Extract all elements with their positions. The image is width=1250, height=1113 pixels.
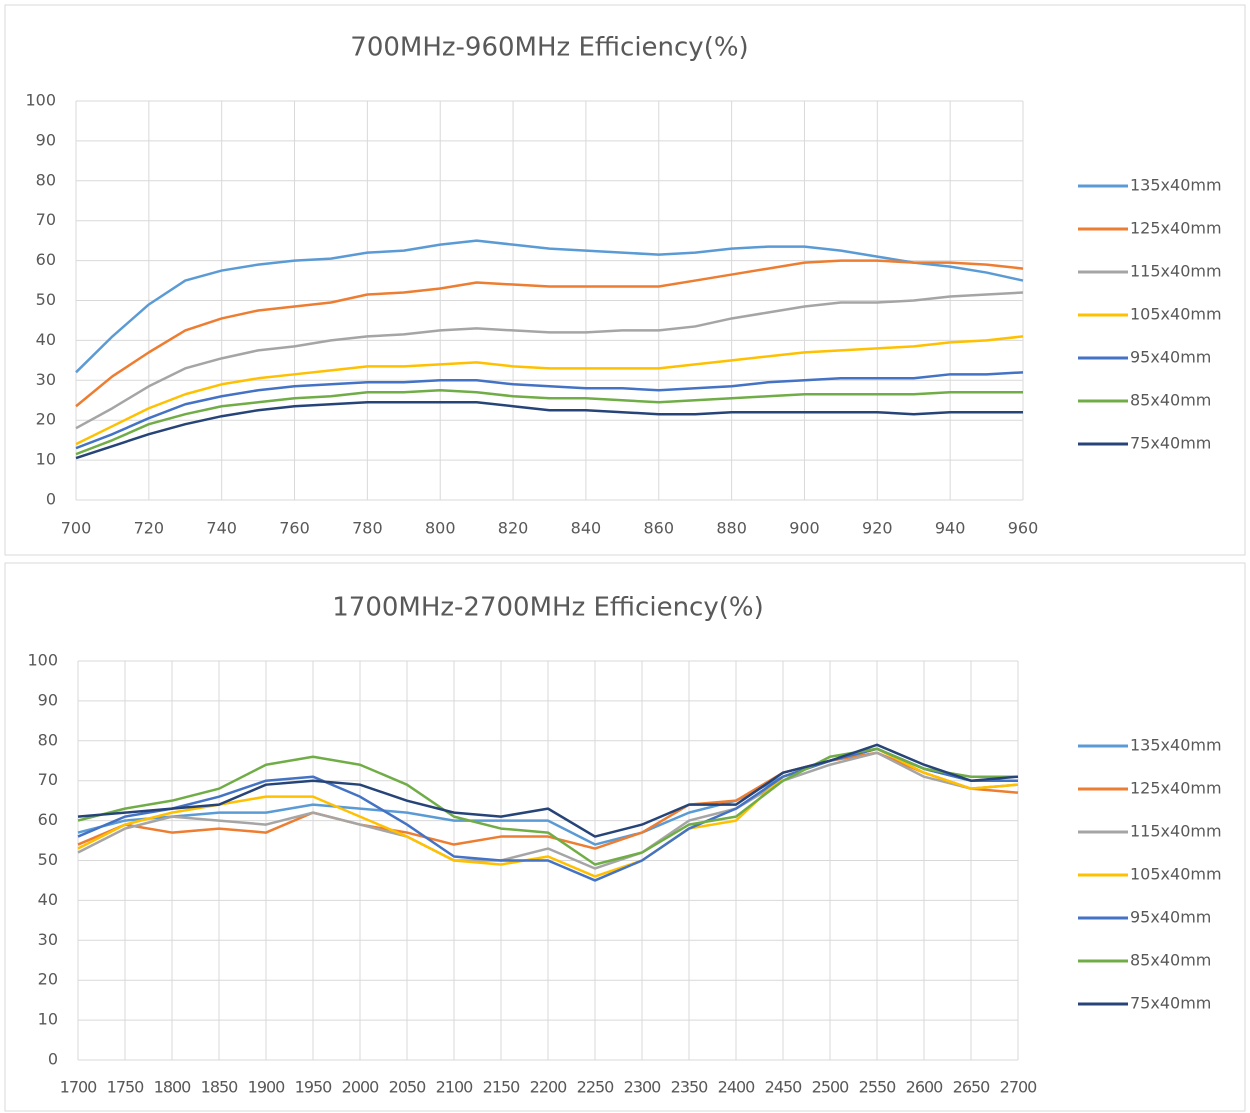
- y-tick-label: 80: [36, 170, 56, 189]
- chart-title: 700MHz-960MHz Efficiency(%): [350, 33, 748, 63]
- panel: [4, 4, 1246, 556]
- legend-label: 75x40mm: [1130, 434, 1211, 453]
- legend-label: 125x40mm: [1130, 779, 1222, 798]
- x-tick-label: 1950: [295, 1078, 333, 1097]
- y-tick-label: 90: [38, 690, 58, 709]
- legend-label: 85x40mm: [1130, 951, 1211, 970]
- x-tick-label: 1900: [248, 1078, 286, 1097]
- x-tick-label: 700: [61, 519, 92, 538]
- x-tick-label: 2200: [530, 1078, 568, 1097]
- legend-label: 105x40mm: [1130, 865, 1222, 884]
- series-line: [77, 751, 1019, 870]
- y-tick-label: 30: [38, 930, 58, 949]
- y-tick-label: 80: [38, 730, 58, 749]
- y-tick-label: 70: [38, 770, 58, 789]
- y-tick-label: 60: [38, 810, 58, 829]
- series-line: [77, 747, 1018, 882]
- x-tick-label: 820: [498, 519, 529, 538]
- series-line: [75, 389, 1023, 456]
- series-line: [75, 371, 1024, 450]
- x-tick-label: 2500: [812, 1078, 850, 1097]
- x-tick-label: 900: [789, 519, 820, 538]
- x-tick-label: 2250: [577, 1078, 615, 1097]
- legend-label: 105x40mm: [1130, 305, 1222, 324]
- series-line: [77, 751, 1019, 850]
- legend-label: 85x40mm: [1130, 391, 1211, 410]
- x-tick-label: 1750: [107, 1078, 145, 1097]
- y-tick-label: 50: [38, 850, 58, 869]
- x-tick-label: 940: [935, 519, 966, 538]
- series-line: [75, 239, 1024, 374]
- y-tick-label: 20: [38, 970, 58, 989]
- x-tick-label: 2050: [389, 1078, 427, 1097]
- legend-label: 125x40mm: [1130, 219, 1222, 238]
- legend-label: 115x40mm: [1130, 822, 1222, 841]
- series-line: [77, 747, 1018, 866]
- legend-label: 95x40mm: [1130, 348, 1211, 367]
- legend-label: 75x40mm: [1130, 994, 1211, 1013]
- x-tick-label: 2400: [718, 1078, 756, 1097]
- x-tick-label: 1800: [154, 1078, 192, 1097]
- legend-label: 135x40mm: [1130, 176, 1222, 195]
- y-tick-label: 40: [36, 330, 56, 349]
- x-tick-label: 800: [425, 519, 456, 538]
- legend-label: 115x40mm: [1130, 262, 1222, 281]
- series-line: [75, 291, 1024, 430]
- x-tick-label: 2550: [859, 1078, 897, 1097]
- series-line: [77, 743, 1019, 838]
- x-tick-label: 920: [862, 519, 893, 538]
- series-line: [75, 259, 1024, 408]
- x-tick-label: 880: [716, 519, 747, 538]
- x-tick-label: 2650: [953, 1078, 991, 1097]
- series-line: [75, 400, 1023, 460]
- x-tick-label: 2100: [436, 1078, 474, 1097]
- y-tick-label: 50: [36, 290, 56, 309]
- x-tick-label: 2150: [483, 1078, 521, 1097]
- y-tick-label: 30: [36, 370, 56, 389]
- x-tick-label: 760: [279, 519, 310, 538]
- y-tick-label: 40: [38, 890, 58, 909]
- y-tick-label: 90: [36, 130, 56, 149]
- y-tick-label: 60: [36, 250, 56, 269]
- legend-label: 95x40mm: [1130, 908, 1211, 927]
- y-tick-label: 20: [36, 410, 56, 429]
- x-tick-label: 780: [352, 519, 383, 538]
- x-tick-label: 960: [1008, 519, 1039, 538]
- x-tick-label: 2350: [671, 1078, 709, 1097]
- y-tick-label: 10: [36, 450, 56, 469]
- y-tick-label: 100: [25, 91, 56, 110]
- x-tick-label: 740: [206, 519, 237, 538]
- series-line: [75, 335, 1024, 446]
- x-tick-label: 2300: [624, 1078, 662, 1097]
- x-tick-label: 2000: [342, 1078, 380, 1097]
- x-tick-label: 1850: [201, 1078, 239, 1097]
- x-tick-label: 840: [571, 519, 602, 538]
- chart-title: 1700MHz-2700MHz Efficiency(%): [332, 593, 763, 623]
- y-tick-label: 70: [36, 210, 56, 229]
- y-tick-label: 100: [27, 651, 58, 670]
- x-tick-label: 2450: [765, 1078, 803, 1097]
- x-tick-label: 720: [134, 519, 165, 538]
- y-tick-label: 10: [38, 1010, 58, 1029]
- x-tick-label: 2700: [1000, 1078, 1038, 1097]
- legend-label: 135x40mm: [1130, 736, 1222, 755]
- x-tick-label: 2600: [906, 1078, 944, 1097]
- y-tick-label: 0: [48, 1050, 58, 1069]
- x-tick-label: 860: [643, 519, 674, 538]
- x-tick-label: 1700: [60, 1078, 98, 1097]
- y-tick-label: 0: [46, 490, 56, 509]
